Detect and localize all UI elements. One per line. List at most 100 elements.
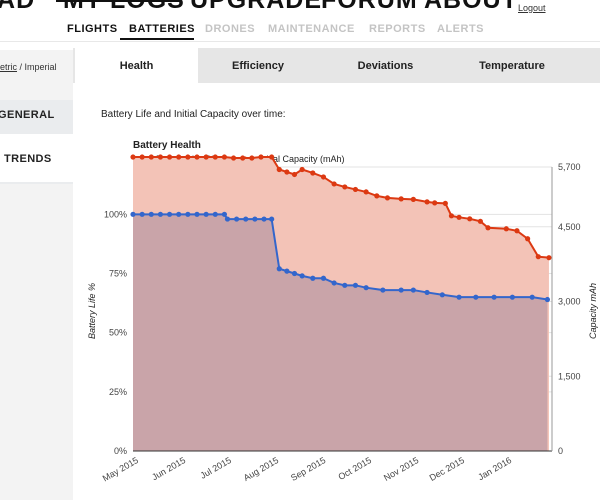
legend-initial-capacity[interactable]: Initial Capacity (mAh): [259, 154, 345, 164]
subnav-maintenance: MAINTENANCE: [268, 23, 355, 35]
nav-download[interactable]: DAD: [0, 0, 36, 14]
capacity-point: [166, 154, 173, 160]
subnav-divider: [0, 41, 600, 42]
y-tick-label-left: 75%: [109, 269, 127, 279]
units-separator: /: [17, 62, 25, 72]
battery-life-point: [320, 275, 327, 281]
battery-life-point: [509, 294, 515, 300]
battery-life-point: [544, 296, 551, 303]
y-tick-label-left: 0%: [114, 446, 127, 456]
capacity-point: [130, 154, 136, 160]
capacity-point: [424, 199, 430, 205]
tab-bar: Health Efficiency Deviations Temperature: [73, 48, 600, 83]
capacity-point: [485, 225, 491, 231]
chart-intro-text: Battery Life and Initial Capacity over t…: [101, 109, 286, 120]
battery-life-point: [342, 282, 348, 288]
x-tick-label: Dec 2015: [428, 455, 466, 483]
capacity-point: [269, 154, 275, 160]
capacity-point: [503, 226, 509, 232]
y-axis-right-label: Capacity mAh: [588, 283, 598, 339]
capacity-point: [477, 218, 483, 224]
battery-life-point: [157, 211, 164, 217]
sidebar: etric / Imperial GENERAL TRENDS: [0, 50, 73, 500]
batteries-active-underline: [120, 38, 194, 40]
plot-area: 0% 25% 50% 75% 100% 0 1,500 3,000 4,500 5,700 May …: [101, 154, 581, 483]
battery-life-point: [139, 211, 145, 217]
y-tick-label-right: 4,500: [558, 222, 581, 232]
y-tick-label-left: 100%: [104, 209, 127, 219]
x-tick-label: Nov 2015: [382, 455, 420, 483]
capacity-point: [467, 216, 473, 222]
subnav-batteries[interactable]: BATTERIES: [129, 23, 196, 35]
battery-life-point: [363, 285, 369, 291]
x-tick-label: Jan 2016: [476, 455, 513, 482]
y-tick-label-right: 1,500: [558, 371, 581, 381]
capacity-point: [456, 214, 462, 220]
nav-upgrade[interactable]: UPGRADE: [190, 0, 323, 14]
capacity-point: [352, 186, 359, 193]
logout-link[interactable]: Logout: [518, 3, 546, 13]
units-imperial-link[interactable]: Imperial: [24, 62, 57, 72]
battery-life-point: [221, 211, 228, 217]
battery-life-point: [166, 211, 173, 217]
subnav-reports: REPORTS: [369, 23, 426, 35]
capacity-point: [546, 255, 552, 261]
battery-life-point: [529, 294, 535, 300]
x-tick-label: Jun 2015: [150, 455, 187, 482]
capacity-point: [291, 171, 298, 178]
battery-life-point: [261, 216, 267, 222]
battery-life-point: [331, 280, 337, 286]
capacity-point: [203, 154, 209, 160]
units-toggle: etric / Imperial: [0, 62, 57, 72]
x-tick-label: Aug 2015: [242, 455, 280, 483]
nav-my-logs[interactable]: MY LOGS: [63, 0, 185, 14]
top-nav: DAD MY LOGS UPGRADE FORUM ABOUT Logout: [0, 0, 600, 26]
capacity-point: [310, 170, 316, 176]
capacity-point: [331, 181, 337, 187]
battery-life-point: [148, 211, 154, 217]
battery-life-point: [224, 216, 231, 222]
tab-deviations[interactable]: Deviations: [357, 60, 414, 72]
battery-life-point: [352, 282, 359, 288]
capacity-point: [299, 166, 305, 173]
battery-life-point: [269, 216, 275, 222]
capacity-point: [185, 154, 191, 160]
subnav-alerts: ALERTS: [437, 23, 484, 35]
capacity-point: [176, 154, 182, 160]
battery-life-point: [424, 289, 430, 296]
nav-forum[interactable]: FORUM: [321, 0, 418, 14]
x-tick-label: Oct 2015: [336, 455, 373, 482]
battery-life-point: [473, 294, 479, 300]
capacity-point: [525, 236, 531, 242]
units-metric-link[interactable]: etric: [0, 62, 18, 72]
capacity-point: [442, 200, 448, 206]
x-tick-label: Jul 2015: [198, 455, 232, 481]
battery-life-point: [212, 211, 218, 217]
battery-life-point: [234, 216, 240, 222]
capacity-point: [258, 154, 264, 160]
sidebar-item-label: GENERAL: [0, 109, 55, 121]
nav-about[interactable]: ABOUT: [424, 0, 518, 14]
battery-life-point: [203, 211, 209, 217]
tab-temperature[interactable]: Temperature: [479, 60, 545, 72]
battery-life-area: [133, 214, 548, 451]
subnav-drones: DRONES: [205, 23, 256, 35]
battery-life-point: [176, 211, 182, 217]
capacity-point: [148, 154, 154, 160]
subnav-flights[interactable]: FLIGHTS: [67, 23, 118, 35]
capacity-point: [374, 193, 380, 199]
tab-efficiency[interactable]: Efficiency: [232, 60, 284, 72]
sidebar-item-label: TRENDS: [4, 153, 52, 165]
capacity-point: [342, 184, 348, 190]
battery-life-point: [276, 266, 282, 272]
sidebar-item-trends[interactable]: TRENDS: [0, 134, 73, 182]
capacity-point: [363, 189, 369, 195]
capacity-point: [212, 154, 218, 160]
battery-life-point: [410, 287, 416, 293]
capacity-point: [139, 154, 145, 160]
capacity-point: [320, 174, 327, 180]
tab-health[interactable]: Health: [75, 48, 198, 83]
capacity-point: [240, 155, 246, 161]
capacity-point: [398, 196, 404, 202]
sub-nav: FLIGHTS BATTERIES DRONES MAINTENANCE REP…: [0, 20, 600, 42]
